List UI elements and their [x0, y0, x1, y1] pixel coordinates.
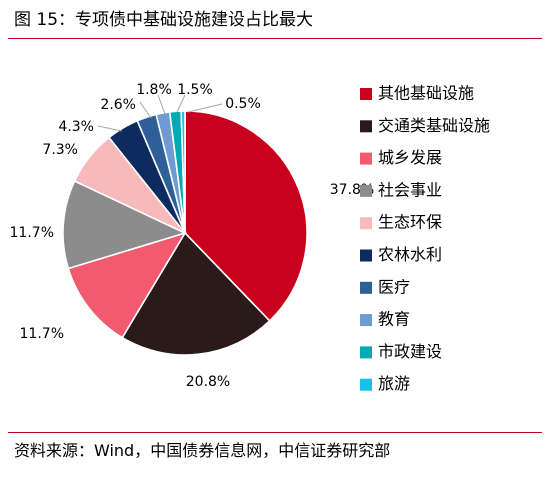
- legend-swatch: [360, 184, 372, 197]
- legend-swatch: [360, 314, 372, 327]
- legend-label: 社会事业: [378, 180, 442, 199]
- data-label: 4.3%: [58, 119, 94, 135]
- data-label: 2.6%: [100, 97, 136, 113]
- leader-line: [97, 125, 123, 132]
- legend-swatch: [360, 152, 372, 165]
- pie-slice: [62, 179, 188, 270]
- legend-label: 生态环保: [378, 213, 442, 232]
- leader-line: [139, 101, 152, 119]
- pie-slice: [67, 231, 187, 339]
- data-label: 1.8%: [136, 82, 172, 98]
- legend-swatch: [360, 378, 372, 391]
- chart-title: 图 15：专项债中基础设施建设占比最大: [14, 10, 314, 30]
- legend-label: 农林水利: [378, 245, 442, 264]
- legend-swatch: [360, 120, 372, 133]
- data-label: 1.5%: [177, 82, 213, 98]
- data-label: 11.7%: [20, 326, 64, 342]
- source-rule: [8, 432, 542, 433]
- legend-label: 城乡发展: [378, 148, 442, 167]
- data-label: 11.7%: [10, 225, 54, 241]
- pie-slice: [184, 110, 308, 323]
- legend-swatch: [360, 217, 372, 230]
- legend-swatch: [360, 346, 372, 359]
- legend-label: 旅游: [378, 374, 410, 393]
- source-note: 资料来源：Wind，中国债券信息网，中信证券研究部: [14, 441, 391, 460]
- pie-slice: [180, 110, 186, 234]
- title-rule: [8, 38, 542, 39]
- legend-label: 医疗: [378, 277, 410, 296]
- data-label: 20.8%: [186, 374, 230, 390]
- legend-label: 其他基础设施: [378, 84, 474, 103]
- legend-swatch: [360, 88, 372, 100]
- legend-label: 交通类基础设施: [378, 116, 490, 135]
- data-label: 7.3%: [42, 142, 78, 158]
- leader-line: [157, 94, 166, 115]
- legend-label: 教育: [378, 310, 410, 329]
- legend-swatch: [360, 249, 372, 262]
- legend-label: 市政建设: [378, 342, 442, 361]
- leader-line: [176, 94, 186, 113]
- leader-line: [187, 103, 223, 113]
- data-label: 0.5%: [225, 96, 261, 112]
- legend-swatch: [360, 281, 372, 294]
- pie-slice: [121, 231, 271, 356]
